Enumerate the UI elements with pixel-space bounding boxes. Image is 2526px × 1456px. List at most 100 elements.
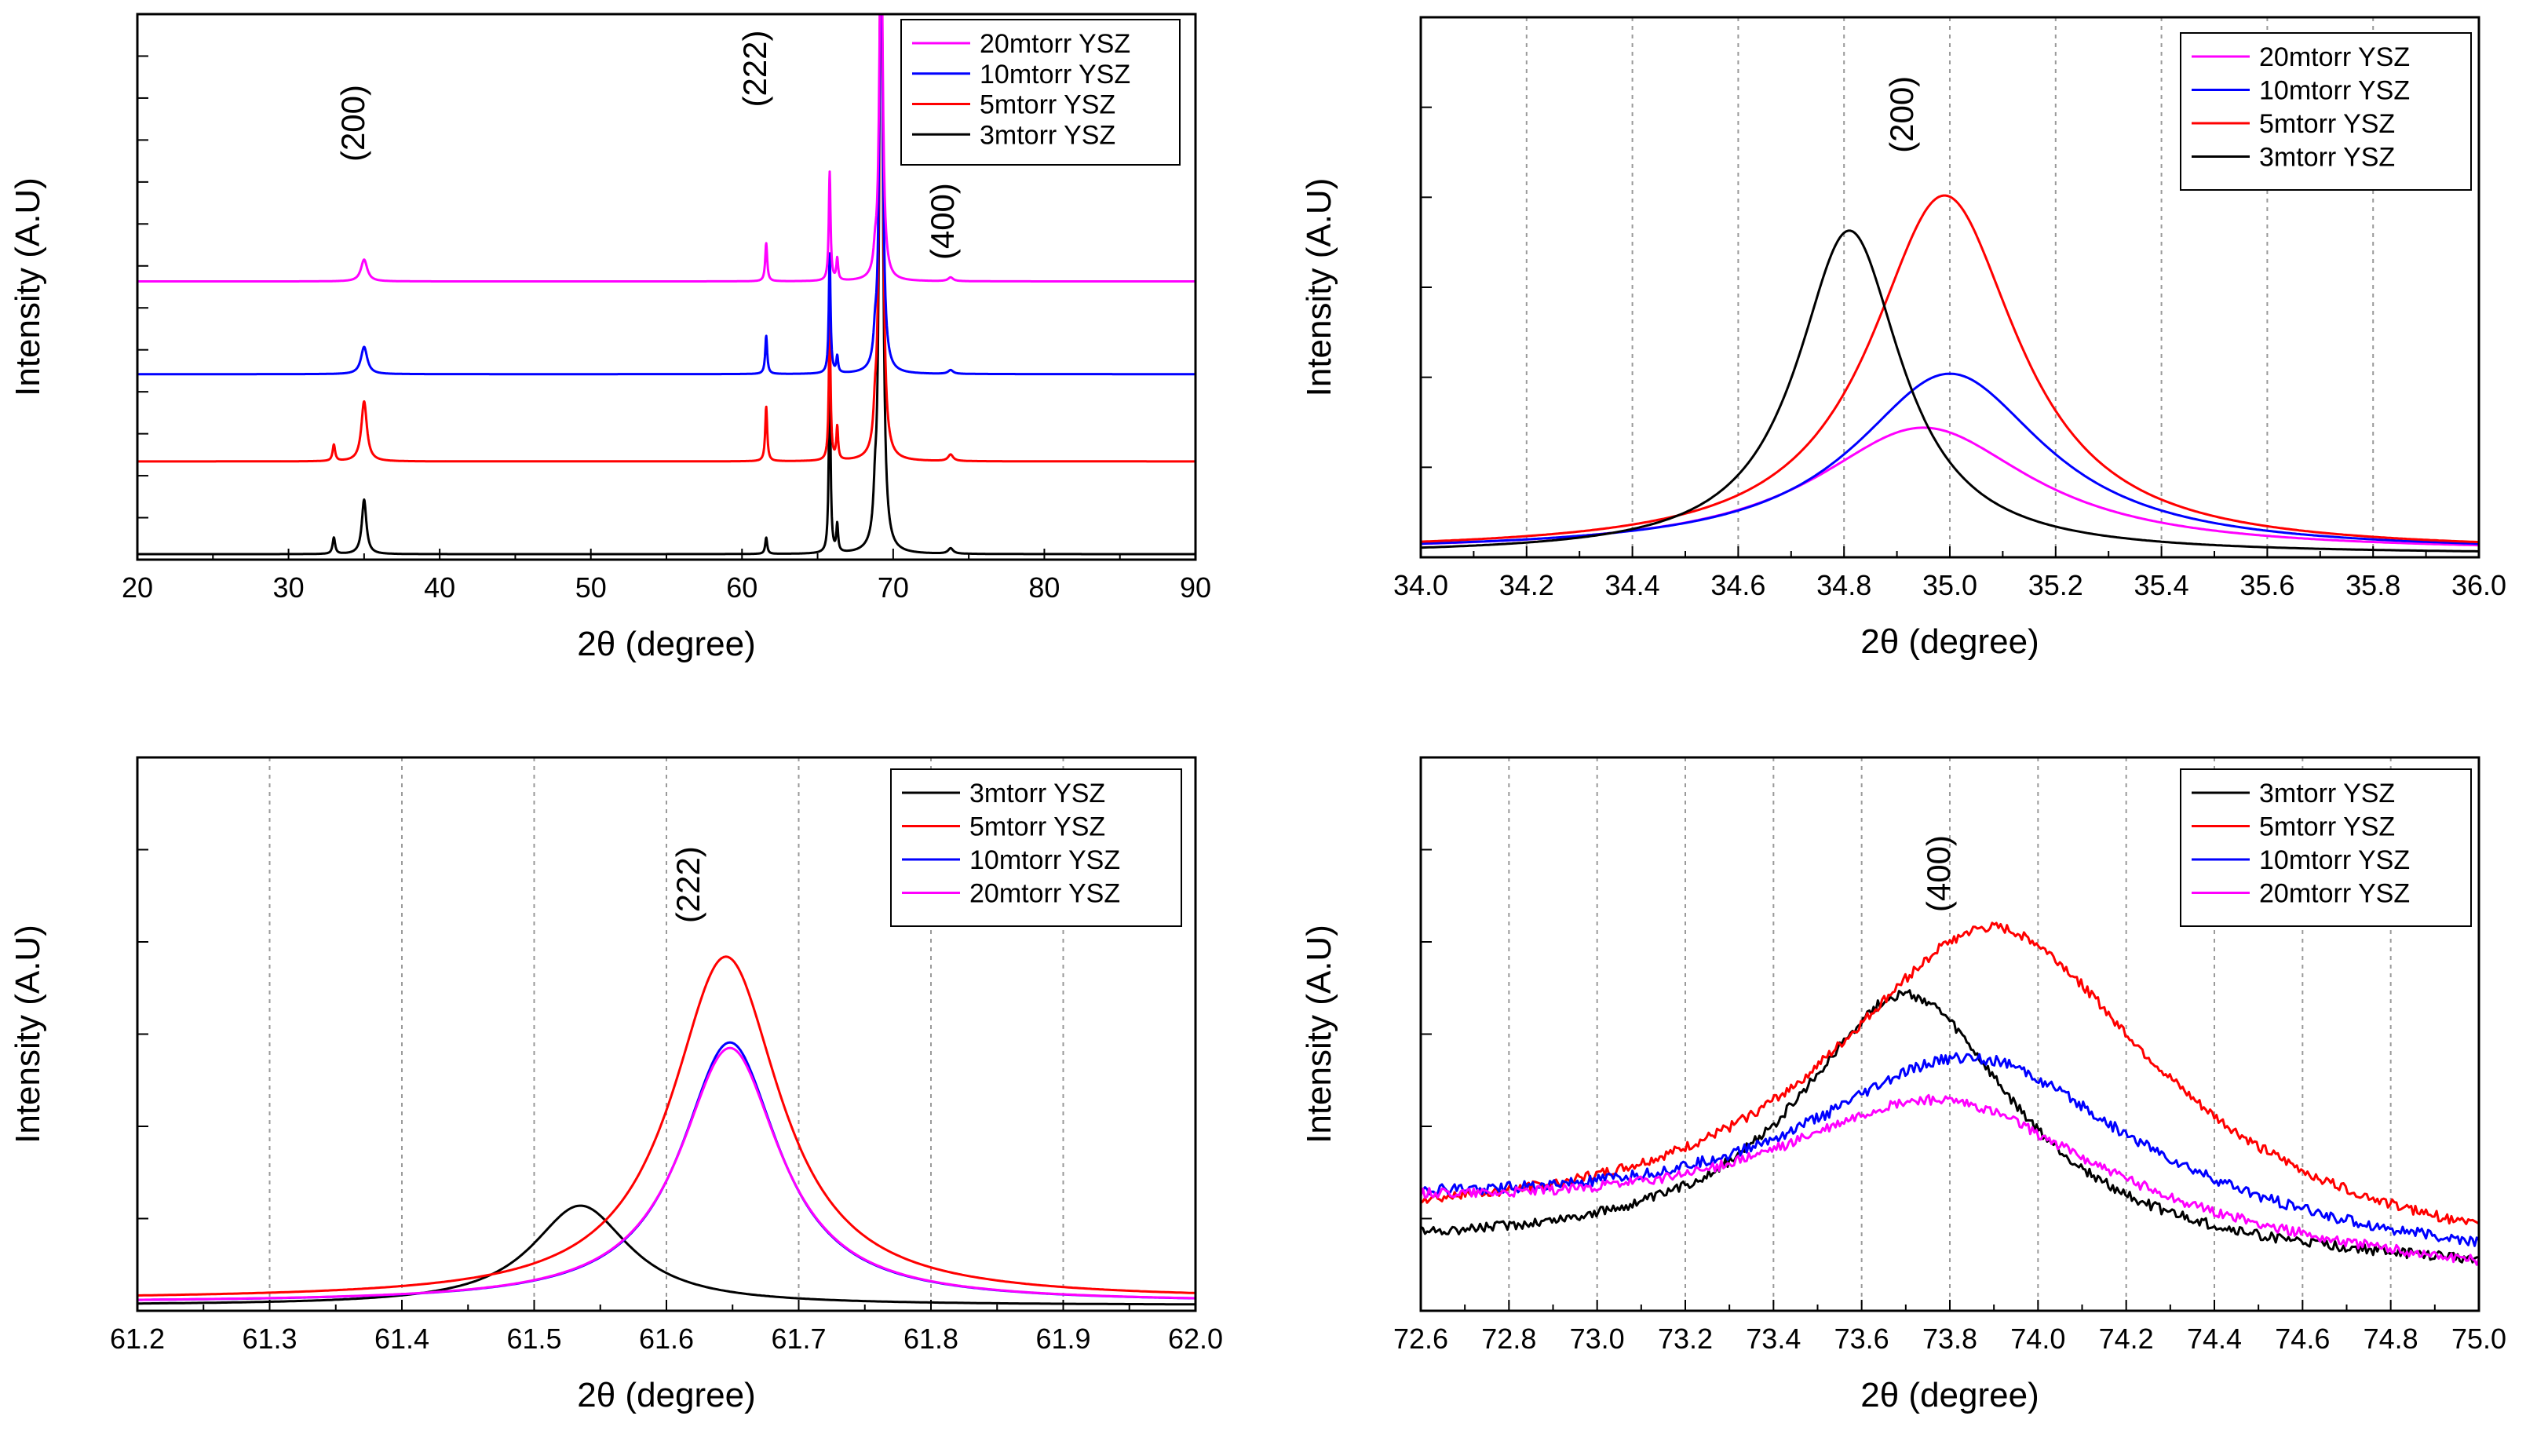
legend-label: 10mtorr YSZ: [2259, 76, 2410, 106]
x-tick-label: 61.7: [771, 1323, 826, 1355]
x-tick-label: 72.6: [1393, 1323, 1448, 1355]
chart-p200: 34.0 34.2 34.4 34.6 34.8 35.0 35.2 35.4 35.6 35.8…: [1300, 16, 2506, 661]
series-group: [1421, 921, 2479, 1266]
peak-label: (200): [334, 85, 371, 162]
legend-box: [2180, 768, 2472, 927]
x-tick-label: 74.6: [2275, 1323, 2330, 1355]
x-axis-title: 2θ (degree): [1860, 622, 2039, 661]
x-tick-label: 61.9: [1035, 1323, 1090, 1355]
series-line: [1421, 989, 2479, 1264]
chart-full: 20 30 40 50 60 70 80 90 (200) (222) (400) 20mtorr Y…: [9, 13, 1211, 663]
legend-label: 5mtorr YSZ: [969, 812, 1105, 842]
x-tick-label: 74.0: [2010, 1323, 2065, 1355]
plot-frame: [1419, 16, 2480, 559]
x-tick-label: 50: [575, 571, 607, 604]
x-tick-label: 60: [726, 571, 757, 604]
x-tick-label: 61.4: [374, 1323, 429, 1355]
legend-label: 10mtorr YSZ: [969, 845, 1120, 875]
legend-label: 10mtorr YSZ: [980, 60, 1130, 89]
x-tick-label: 73.4: [1746, 1323, 1801, 1355]
series-line: [1421, 194, 2479, 544]
x-tick-label: 61.5: [506, 1323, 561, 1355]
peak-label: (400): [1920, 835, 1957, 912]
chart-p400: 72.6 72.8 73.0 73.2 73.4 73.6 73.8 74.0 74.2 74.4…: [1300, 756, 2506, 1414]
x-tick-label: 73.8: [1922, 1323, 1977, 1355]
legend-label: 20mtorr YSZ: [2259, 879, 2410, 909]
series-line: [137, 1204, 1195, 1306]
x-axis-title: 2θ (degree): [577, 625, 755, 663]
x-tick-label: 73.0: [1570, 1323, 1625, 1355]
peak-label: (222): [670, 846, 706, 923]
x-tick-label: 35.4: [2134, 569, 2189, 601]
legend-box: [890, 768, 1182, 927]
series-line: [137, 1046, 1195, 1301]
legend-label: 3mtorr YSZ: [969, 779, 1105, 808]
peak-label: (222): [736, 30, 773, 107]
peak-label: (400): [924, 183, 961, 260]
x-tick-label: 61.6: [639, 1323, 694, 1355]
x-tick-label: 73.2: [1658, 1323, 1713, 1355]
x-tick-label: 70: [878, 571, 909, 604]
y-axis-title: Intensity (A.U): [9, 177, 47, 396]
x-tick-label: 72.8: [1481, 1323, 1536, 1355]
x-tick-label: 34.0: [1393, 569, 1448, 601]
peak-label: (200): [1883, 76, 1920, 153]
x-tick-label: 74.2: [2099, 1323, 2154, 1355]
series-line: [137, 955, 1195, 1297]
x-tick-label: 35.0: [1922, 569, 1977, 601]
x-tick-label: 34.2: [1499, 569, 1554, 601]
x-tick-label: 30: [273, 571, 305, 604]
chart-p222: 61.2 61.3 61.4 61.5 61.6 61.7 61.8 61.9 62.0 (222…: [9, 756, 1223, 1414]
plot-frame: [136, 13, 1197, 561]
legend-label: 3mtorr YSZ: [980, 120, 1115, 150]
legend-label: 5mtorr YSZ: [980, 90, 1115, 120]
series-line: [1421, 1093, 2479, 1266]
y-axis-title: Intensity (A.U): [1300, 178, 1338, 397]
x-tick-label: 75.0: [2451, 1323, 2506, 1355]
x-tick-label: 61.3: [242, 1323, 297, 1355]
x-tick-label: 34.8: [1816, 569, 1871, 601]
x-tick-label: 73.6: [1834, 1323, 1889, 1355]
legend-label: 20mtorr YSZ: [2259, 42, 2410, 72]
series-group: [137, 14, 1195, 556]
series-group: [1421, 194, 2479, 553]
series-line: [1421, 921, 2479, 1225]
x-axis-title: 2θ (degree): [577, 1376, 755, 1414]
series-line: [137, 14, 1195, 376]
x-tick-label: 90: [1180, 571, 1211, 604]
series-line: [1421, 229, 2479, 553]
plot-frame: [1419, 756, 2480, 1312]
x-tick-label: 34.4: [1605, 569, 1660, 601]
series-line: [1421, 1052, 2479, 1247]
x-tick-label: 80: [1028, 571, 1060, 604]
series-line: [137, 14, 1195, 283]
x-tick-label: 61.8: [903, 1323, 958, 1355]
plot-frame: [136, 756, 1197, 1312]
y-axis-title: Intensity (A.U): [9, 925, 47, 1144]
legend-label: 3mtorr YSZ: [2259, 143, 2395, 173]
series-line: [137, 14, 1195, 556]
x-tick-label: 35.8: [2345, 569, 2400, 601]
legend-label: 10mtorr YSZ: [2259, 845, 2410, 875]
x-tick-label: 74.8: [2364, 1323, 2418, 1355]
x-axis-title: 2θ (degree): [1860, 1376, 2039, 1414]
legend-box: [2180, 32, 2472, 191]
x-tick-label: 61.2: [110, 1323, 165, 1355]
x-tick-label: 35.2: [2028, 569, 2083, 601]
x-tick-label: 74.4: [2187, 1323, 2242, 1355]
legend-label: 5mtorr YSZ: [2259, 109, 2395, 139]
x-tick-label: 20: [122, 571, 153, 604]
x-tick-label: 62.0: [1168, 1323, 1223, 1355]
legend-label: 5mtorr YSZ: [2259, 812, 2395, 842]
series-group: [137, 955, 1195, 1306]
series-line: [137, 14, 1195, 463]
x-tick-label: 34.6: [1710, 569, 1765, 601]
x-tick-label: 36.0: [2451, 569, 2506, 601]
x-tick-label: 40: [424, 571, 455, 604]
legend-label: 20mtorr YSZ: [969, 879, 1120, 909]
y-axis-title: Intensity (A.U): [1300, 925, 1338, 1144]
legend-label: 20mtorr YSZ: [980, 29, 1130, 59]
x-tick-label: 35.6: [2239, 569, 2294, 601]
legend-label: 3mtorr YSZ: [2259, 779, 2395, 808]
